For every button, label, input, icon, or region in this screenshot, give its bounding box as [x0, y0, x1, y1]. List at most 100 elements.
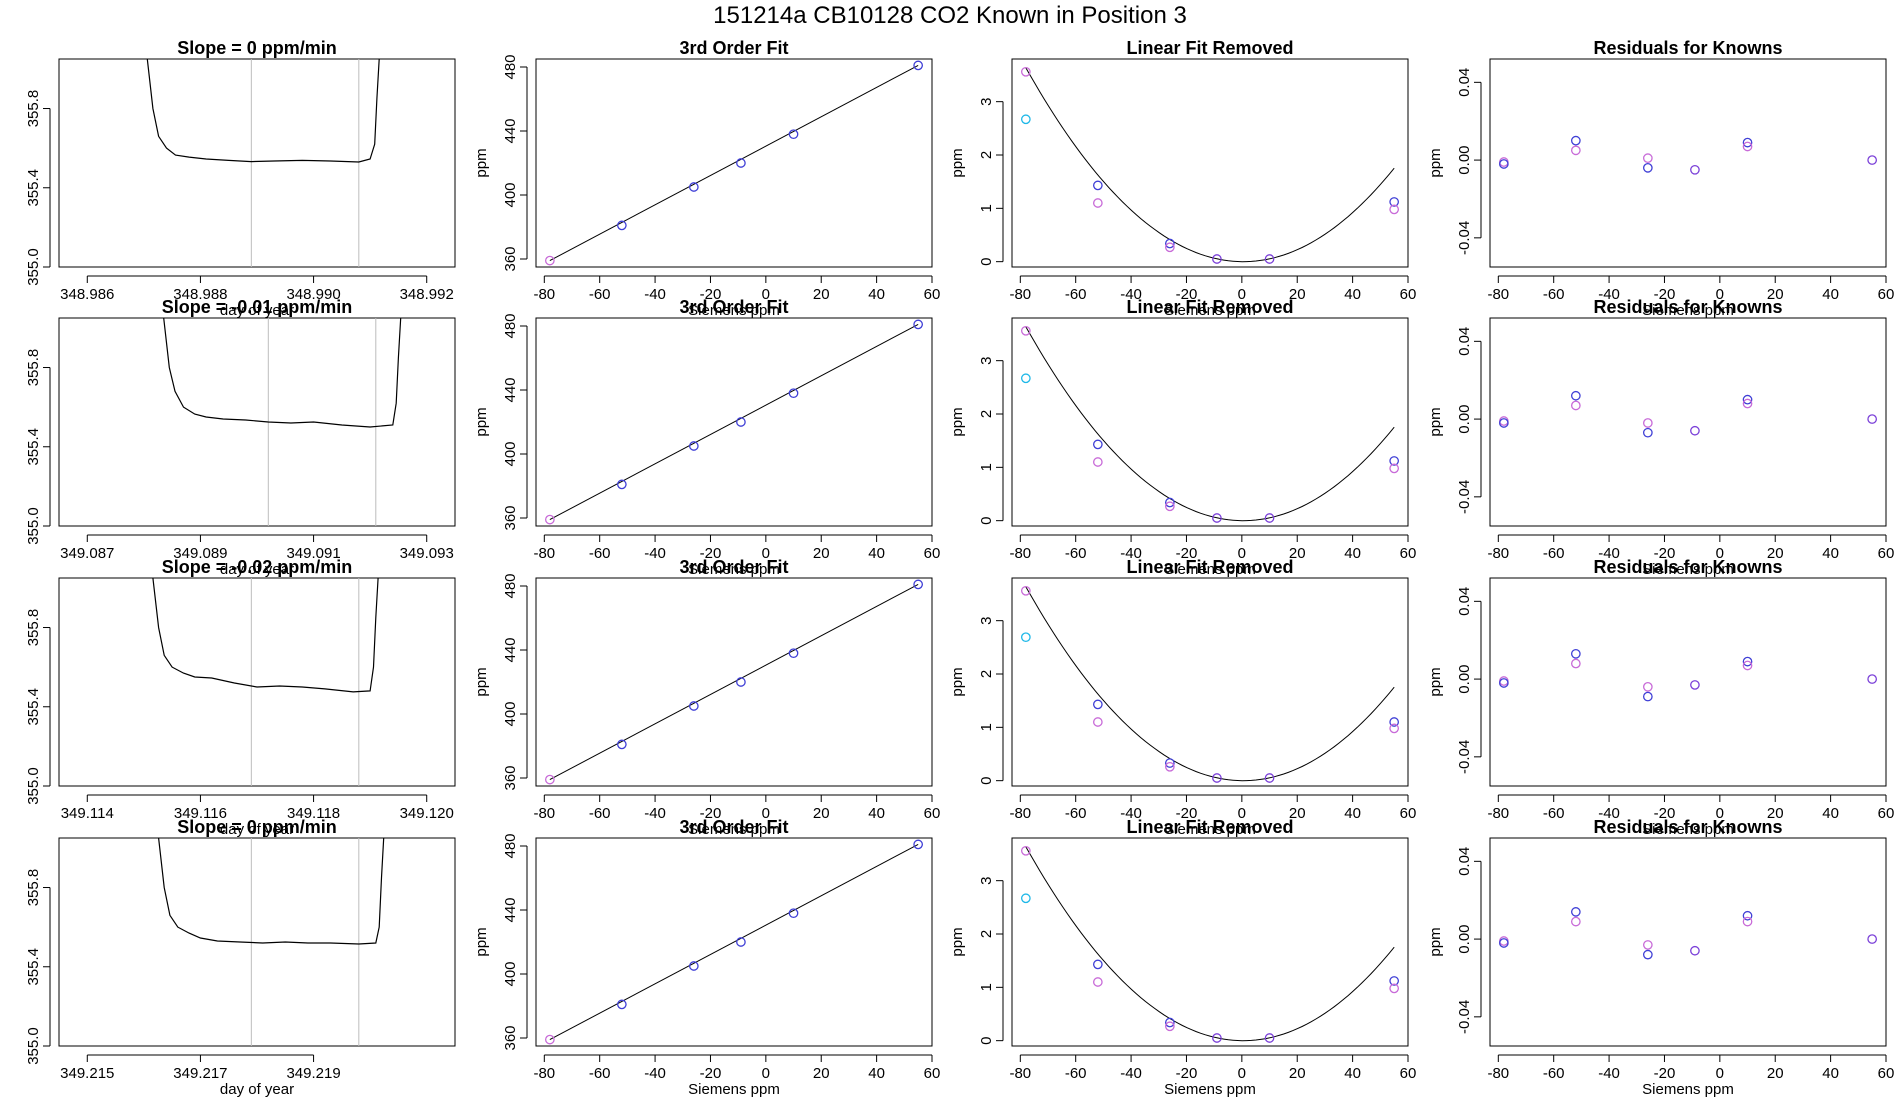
x-tick-label: 40 — [1344, 1065, 1361, 1082]
x-tick-label: -40 — [1120, 1065, 1142, 1082]
x-tick-label: 60 — [924, 805, 941, 822]
y-tick-label: 2 — [978, 930, 995, 938]
y-tick-label: 480 — [502, 54, 519, 79]
y-tick-label: 3 — [978, 97, 995, 105]
data-point — [1498, 676, 1509, 686]
data-point — [1164, 758, 1175, 768]
y-tick-label: 360 — [502, 246, 519, 271]
x-tick-label: -20 — [1654, 286, 1676, 303]
data-point — [1742, 394, 1753, 405]
x-tick-label: 20 — [1767, 805, 1784, 822]
chart-r3-third-order-fit: 3rd Order Fit -80 -60 -40 -20 0 20 40 60 Siemens … — [473, 557, 940, 838]
y-tick-label: 355.8 — [25, 90, 42, 128]
x-tick-label: 60 — [924, 545, 941, 562]
y-tick-label: 360 — [502, 765, 519, 790]
x-tick-label: 20 — [1289, 286, 1306, 303]
y-axis-label: ppm — [1427, 667, 1444, 696]
chart-r2-third-order-fit: 3rd Order Fit -80 -60 -40 -20 0 20 40 60 Siemens … — [473, 297, 940, 578]
chart-title: Slope = 0 ppm/min — [177, 38, 337, 58]
x-axis-label: Siemens ppm — [688, 561, 780, 578]
data-point — [1020, 585, 1031, 596]
x-axis-label: day of year — [220, 821, 294, 838]
x-tick-label: -40 — [644, 805, 666, 822]
chart-title: Slope = 0 ppm/min — [177, 817, 337, 837]
plot-frame — [1011, 837, 1409, 1047]
plot-frame — [535, 317, 933, 527]
x-tick-label: -60 — [589, 286, 611, 303]
x-tick-label: -60 — [1065, 545, 1087, 562]
data-point — [1570, 907, 1581, 917]
quadratic-fit-curve — [1025, 846, 1395, 1042]
co2-trace-line — [146, 59, 380, 163]
data-point — [913, 60, 924, 71]
chart-title: 3rd Order Fit — [679, 557, 788, 577]
quadratic-fit-curve — [1025, 586, 1395, 782]
y-tick-label: 480 — [502, 313, 519, 338]
plot-frame — [535, 577, 933, 787]
data-point — [1742, 398, 1753, 409]
data-point — [736, 417, 746, 427]
x-tick-label: -60 — [589, 545, 611, 562]
x-tick-label: -80 — [1009, 545, 1031, 562]
y-axis-label: ppm — [949, 407, 966, 436]
chart-title: Slope = -0.01 ppm/min — [162, 297, 353, 317]
x-tick-label: -20 — [1176, 1065, 1198, 1082]
data-point — [1212, 1033, 1222, 1043]
chart-r4-residuals: Residuals for Knowns -80 -60 -40 -20 0 20 40 60 S… — [1427, 817, 1894, 1098]
x-tick-label: 0 — [1238, 1065, 1246, 1082]
y-tick-label: -0.04 — [1456, 221, 1473, 255]
y-tick-label: 0.04 — [1456, 327, 1473, 356]
x-axis-label: day of year — [220, 302, 294, 319]
y-axis-label: ppm — [1427, 927, 1444, 956]
x-tick-label: -60 — [1065, 805, 1087, 822]
fit-line — [549, 64, 919, 262]
y-tick-label: 0.00 — [1456, 404, 1473, 433]
data-point — [1690, 164, 1700, 175]
x-tick-label: -60 — [1065, 1065, 1087, 1082]
data-point — [1264, 773, 1275, 783]
x-tick-label: 20 — [1289, 1065, 1306, 1082]
chart-title: Residuals for Knowns — [1593, 297, 1782, 317]
x-tick-label: -40 — [1598, 805, 1620, 822]
chart-r1-slope: Slope = 0 ppm/min 348.986 348.988 348.990 34… — [25, 38, 456, 319]
x-tick-label: -80 — [533, 545, 555, 562]
data-point — [1020, 114, 1031, 125]
quadratic-fit-curve — [1025, 326, 1395, 522]
x-axis-label: Siemens ppm — [1642, 302, 1734, 319]
y-tick-label: 1 — [978, 723, 995, 731]
x-tick-label: -60 — [1065, 286, 1087, 303]
y-tick-label: 0 — [978, 1036, 995, 1044]
data-point — [1642, 691, 1653, 702]
x-axis-label: day of year — [220, 1081, 294, 1098]
y-tick-label: 480 — [502, 833, 519, 858]
chart-r1-residuals: Residuals for Knowns -80 -60 -40 -20 0 20 40 60 S… — [1427, 38, 1894, 319]
data-point — [1498, 416, 1509, 426]
x-axis-label: Siemens ppm — [1164, 302, 1256, 319]
data-point — [1742, 660, 1753, 671]
x-tick-label: 40 — [1344, 545, 1361, 562]
x-tick-label: 60 — [1878, 545, 1895, 562]
x-tick-label: -80 — [1487, 1065, 1509, 1082]
y-tick-label: 440 — [502, 377, 519, 402]
x-tick-label: 20 — [813, 286, 830, 303]
y-tick-label: 355.4 — [25, 948, 42, 986]
data-point — [1498, 418, 1509, 428]
y-tick-label: 440 — [502, 118, 519, 143]
data-point — [1092, 457, 1103, 467]
data-point — [1498, 936, 1509, 946]
x-tick-label: -40 — [1120, 286, 1142, 303]
data-point — [1092, 198, 1103, 208]
y-tick-label: 3 — [978, 876, 995, 884]
x-tick-label: 40 — [1822, 286, 1839, 303]
data-point — [1498, 678, 1509, 688]
data-point — [1020, 632, 1031, 643]
data-point — [1867, 674, 1878, 684]
data-point — [616, 739, 627, 750]
data-point — [1020, 845, 1031, 856]
data-point — [788, 648, 799, 659]
x-tick-label: -60 — [1543, 805, 1565, 822]
chart-title: Residuals for Knowns — [1593, 38, 1782, 58]
x-tick-label: -80 — [1009, 286, 1031, 303]
data-point — [1642, 427, 1653, 438]
x-tick-label: 60 — [1400, 1065, 1417, 1082]
